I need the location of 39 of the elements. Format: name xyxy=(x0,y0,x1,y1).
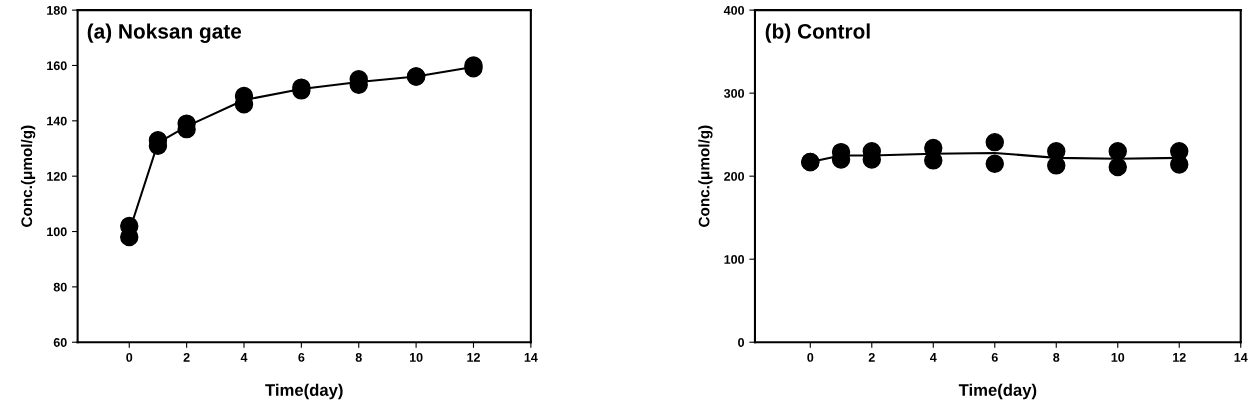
y-tick-label: 100 xyxy=(47,227,67,237)
point xyxy=(985,154,1004,173)
point xyxy=(985,132,1004,152)
point xyxy=(1170,155,1189,174)
y-axis-title: Conc.(μmol/g) xyxy=(20,125,36,227)
y-tick-label: 160 xyxy=(47,61,67,71)
y-tick-label: 60 xyxy=(53,338,67,347)
x-axis-title: Time(day) xyxy=(958,383,1037,400)
x-tick-label: 8 xyxy=(355,352,362,362)
point xyxy=(1047,156,1066,175)
y-tick-label: 200 xyxy=(724,171,745,181)
y-tick-label: 80 xyxy=(53,282,67,292)
y-tick-label: 140 xyxy=(47,116,67,126)
point xyxy=(1108,157,1127,177)
x-tick-label: 12 xyxy=(1173,352,1186,362)
y-tick-label: 400 xyxy=(723,5,745,15)
x-tick-label: 8 xyxy=(1053,352,1060,362)
y-tick-label: 300 xyxy=(723,88,745,98)
y-tick-label: 180 xyxy=(47,5,67,15)
x-axis-title: Time(day) xyxy=(265,383,343,400)
x-tick-label: 12 xyxy=(467,352,480,362)
x-tick-label: 0 xyxy=(807,352,814,362)
x-tick-label: 2 xyxy=(868,352,875,362)
text: (a) Noksan gate xyxy=(87,23,242,43)
x-tick-label: 4 xyxy=(929,353,937,362)
x-tick-label: 10 xyxy=(409,352,423,362)
x-tick-label: 4 xyxy=(240,353,248,362)
x-tick-label: 6 xyxy=(298,352,305,362)
x-tick-label: 0 xyxy=(126,352,133,362)
text: (b) Control xyxy=(765,23,870,43)
x-tick-label: 14 xyxy=(1234,353,1248,362)
y-tick-label: 100 xyxy=(724,255,745,264)
y-tick-label: 120 xyxy=(47,171,67,181)
x-tick-label: 10 xyxy=(1111,352,1125,362)
y-tick-label: 0 xyxy=(738,338,745,347)
y-axis-title: Conc.(μmol/g) xyxy=(698,125,713,227)
x-tick-label: 14 xyxy=(524,353,538,362)
x-tick-label: 2 xyxy=(183,352,190,362)
x-tick-label: 6 xyxy=(991,352,998,362)
